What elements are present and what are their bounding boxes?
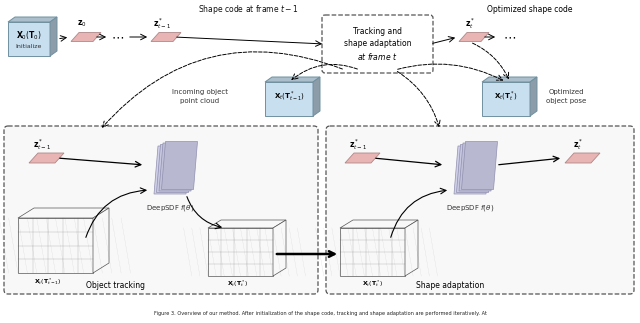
Polygon shape: [159, 143, 195, 191]
Text: $\mathbf{X}_t(\mathbf{T}^*_t)$: $\mathbf{X}_t(\mathbf{T}^*_t)$: [227, 279, 249, 289]
Polygon shape: [154, 146, 190, 194]
Text: Incoming object: Incoming object: [172, 89, 228, 95]
Polygon shape: [530, 77, 537, 116]
Polygon shape: [18, 218, 93, 273]
Text: at frame $t$: at frame $t$: [357, 51, 397, 62]
Text: Optimized shape code: Optimized shape code: [487, 5, 573, 15]
Polygon shape: [208, 228, 273, 276]
FancyBboxPatch shape: [322, 15, 433, 73]
Text: Optimized: Optimized: [548, 89, 584, 95]
Polygon shape: [461, 141, 497, 190]
Polygon shape: [157, 144, 193, 193]
Polygon shape: [151, 33, 181, 41]
Polygon shape: [456, 144, 493, 193]
FancyBboxPatch shape: [4, 126, 318, 294]
Text: shape adaptation: shape adaptation: [344, 39, 412, 48]
Text: Figure 3. Overview of our method. After initialization of the shape code, tracki: Figure 3. Overview of our method. After …: [154, 311, 486, 317]
Text: $\mathbf{X}_t(\mathbf{T}^*_{t-1})$: $\mathbf{X}_t(\mathbf{T}^*_{t-1})$: [274, 89, 304, 103]
Polygon shape: [93, 208, 109, 273]
Polygon shape: [265, 77, 320, 82]
Text: object pose: object pose: [546, 98, 586, 104]
FancyBboxPatch shape: [326, 126, 634, 294]
Text: $\cdots$: $\cdots$: [504, 30, 516, 44]
Polygon shape: [18, 208, 109, 218]
Text: $\mathbf{z}_0$: $\mathbf{z}_0$: [77, 19, 87, 29]
Text: Shape adaptation: Shape adaptation: [416, 282, 484, 290]
Polygon shape: [71, 33, 101, 41]
Text: DeepSDF $f(\theta)$: DeepSDF $f(\theta)$: [446, 203, 494, 213]
Polygon shape: [313, 77, 320, 116]
Text: $\mathbf{z}^*_{t-1}$: $\mathbf{z}^*_{t-1}$: [153, 16, 171, 31]
Text: $\mathbf{z}^*_t$: $\mathbf{z}^*_t$: [573, 138, 583, 152]
Text: $\mathbf{z}^*_t$: $\mathbf{z}^*_t$: [465, 16, 475, 31]
Text: DeepSDF $f(\theta)$: DeepSDF $f(\theta)$: [146, 203, 194, 213]
Text: Initialize: Initialize: [16, 45, 42, 49]
Polygon shape: [454, 146, 490, 194]
Polygon shape: [29, 153, 64, 163]
Text: $\mathbf{X}_t(\mathbf{T}^*_t)$: $\mathbf{X}_t(\mathbf{T}^*_t)$: [494, 89, 518, 103]
Polygon shape: [345, 153, 380, 163]
Text: Object tracking: Object tracking: [86, 282, 145, 290]
Polygon shape: [459, 33, 489, 41]
Polygon shape: [482, 77, 537, 82]
Text: point cloud: point cloud: [180, 98, 220, 104]
Text: $\mathbf{X}_0(\mathbf{T}_0)$: $\mathbf{X}_0(\mathbf{T}_0)$: [16, 30, 42, 42]
Polygon shape: [565, 153, 600, 163]
Polygon shape: [8, 22, 50, 56]
Text: Tracking and: Tracking and: [353, 26, 402, 36]
Polygon shape: [340, 228, 405, 276]
Text: $\mathbf{z}^*_{t-1}$: $\mathbf{z}^*_{t-1}$: [33, 138, 51, 152]
Polygon shape: [8, 17, 57, 22]
Polygon shape: [459, 143, 495, 191]
Text: $\mathbf{z}^*_{t-1}$: $\mathbf{z}^*_{t-1}$: [349, 138, 367, 152]
Polygon shape: [273, 220, 286, 276]
Text: $\cdots$: $\cdots$: [111, 30, 125, 44]
Polygon shape: [208, 220, 286, 228]
Polygon shape: [482, 82, 530, 116]
Text: Shape code at frame $t-1$: Shape code at frame $t-1$: [198, 4, 298, 16]
Polygon shape: [340, 220, 418, 228]
Polygon shape: [405, 220, 418, 276]
Polygon shape: [265, 82, 313, 116]
Text: $\mathbf{X}_t(\mathbf{T}^*_t)$: $\mathbf{X}_t(\mathbf{T}^*_t)$: [362, 279, 384, 289]
Polygon shape: [161, 141, 198, 190]
Polygon shape: [50, 17, 57, 56]
Text: $\mathbf{X}_t(\mathbf{T}^*_{t-1})$: $\mathbf{X}_t(\mathbf{T}^*_{t-1})$: [35, 276, 61, 287]
